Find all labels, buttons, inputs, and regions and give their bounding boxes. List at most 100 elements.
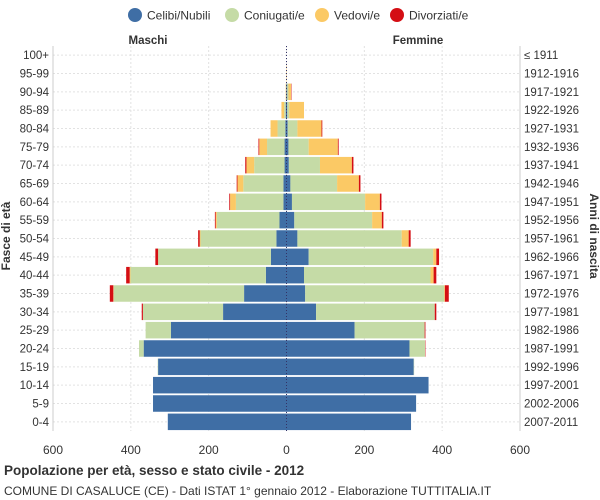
bar-female-divorziati [408,230,411,247]
birth-year-label: 1947-1951 [524,197,579,209]
bar-male-celibi [284,156,287,174]
age-group-label: 60-64 [20,197,50,209]
bar-female-divorziati [424,321,426,339]
age-group-label: 85-89 [20,105,49,117]
legend-label-vedovi: Vedovi/e [334,9,380,23]
age-group-label: 45-49 [20,252,49,264]
age-group-label: 70-74 [20,160,50,172]
birth-year-label: 1957-1961 [524,234,579,246]
bar-female-divorziati [434,303,437,321]
birth-year-label: ≤ 1911 [524,50,558,62]
legend-label-coniugati: Coniugati/e [244,9,305,23]
bar-female-coniugati [287,83,289,101]
bar-male-coniugati [235,193,284,211]
bar-male-divorziati [155,248,159,266]
bar-male-celibi [285,120,287,137]
bar-male-celibi [285,101,287,119]
x-tick-label: 200 [199,443,219,457]
bar-female-celibi [286,266,305,284]
bar-female-vedovi [433,248,437,266]
bar-female-celibi [286,211,295,229]
age-group-label: 35-39 [20,289,49,301]
bar-female-coniugati [291,193,366,211]
bar-male-celibi [284,138,287,156]
x-tick-labels: 600 400 200 0 200 400 600 [43,443,530,457]
bar-female-divorziati [436,248,440,266]
chart-title: Popolazione per età, sesso e stato civil… [4,463,305,478]
birth-year-label: 1992-1996 [524,362,579,374]
birth-year-label: 1932-1936 [524,142,579,154]
birth-year-label: 1942-1946 [524,179,579,191]
bar-female-celibi [286,376,429,394]
bar-female-coniugati [316,303,435,321]
bar-male-divorziati [109,285,114,302]
birth-year-label: 1952-1956 [524,215,579,227]
bar-male-coniugati [216,211,280,229]
legend-label-celibi: Celibi/Nubili [147,9,210,23]
bar-female-celibi [286,156,289,174]
bar-female-celibi [286,340,410,357]
age-group-label: 55-59 [20,215,49,227]
bar-female-coniugati [305,285,445,302]
age-group-label: 10-14 [20,380,50,392]
bar-female-coniugati [290,175,338,192]
age-group-label: 30-34 [20,307,50,319]
age-group-label: 80-84 [20,124,50,136]
bar-female-coniugati [409,340,426,357]
birth-year-label: 1982-1986 [524,325,579,337]
bar-male-coniugati [130,266,266,284]
bar-female-celibi [286,303,317,321]
bar-male-celibi [170,321,287,339]
age-group-labels: 100+ 95-99 90-94 85-89 80-84 75-79 70-74 65-69 6… [20,50,50,429]
bar-female-vedovi [401,230,409,247]
bar-male-divorziati [229,193,231,211]
bar-female-vedovi [289,101,305,119]
bar-male-coniugati [142,303,224,321]
bar-male-coniugati [200,230,277,247]
bar-female-divorziati [379,193,382,211]
bar-male-celibi [276,230,287,247]
birth-year-label: 1922-1926 [524,105,579,117]
birth-year-label: 1917-1921 [524,87,579,99]
bar-female-coniugati [354,321,425,339]
bar-female-vedovi [430,266,434,284]
axis-lines [52,46,521,431]
bar-female-celibi [286,413,412,431]
bar-male-coniugati [284,101,286,119]
legend-item-celibi: Celibi/Nubili [128,8,210,23]
group-label-females: Femmine [393,35,444,47]
bar-female-coniugati [294,211,373,229]
bar-male-celibi [283,193,287,211]
x-tick-label: 200 [354,443,374,457]
bar-female-coniugati [304,266,431,284]
bar-male-celibi [265,266,287,284]
legend-swatch-vedovi [315,8,329,22]
bar-female-celibi [286,358,414,376]
bar-female-divorziati [358,175,361,192]
bar-male-coniugati [139,340,144,357]
bar-male-divorziati [126,266,130,284]
bar-male-coniugati [243,175,284,192]
group-label-males: Maschi [129,35,168,47]
legend-item-coniugati: Coniugati/e [225,8,305,23]
bar-male-celibi [279,211,287,229]
birth-year-label: 1912-1916 [524,69,579,81]
bar-female-celibi [286,248,309,266]
bar-female-vedovi [288,83,292,101]
legend-label-divorziati: Divorziati/e [409,9,469,23]
bar-male-coniugati [113,285,245,302]
birth-year-label: 1977-1981 [524,307,579,319]
bar-male-coniugati [145,321,171,339]
bar-female-vedovi [308,138,338,156]
bar-male-celibi [158,358,287,376]
age-group-label: 5-9 [32,399,49,411]
bar-female-vedovi [319,156,352,174]
bar-male-vedovi [281,101,285,119]
x-tick-label: 400 [432,443,452,457]
birth-year-label: 1972-1976 [524,289,579,301]
legend-swatch-celibi [128,8,142,22]
bar-female-divorziati [433,266,437,284]
age-group-label: 50-54 [20,234,50,246]
birth-year-label: 1962-1966 [524,252,579,264]
